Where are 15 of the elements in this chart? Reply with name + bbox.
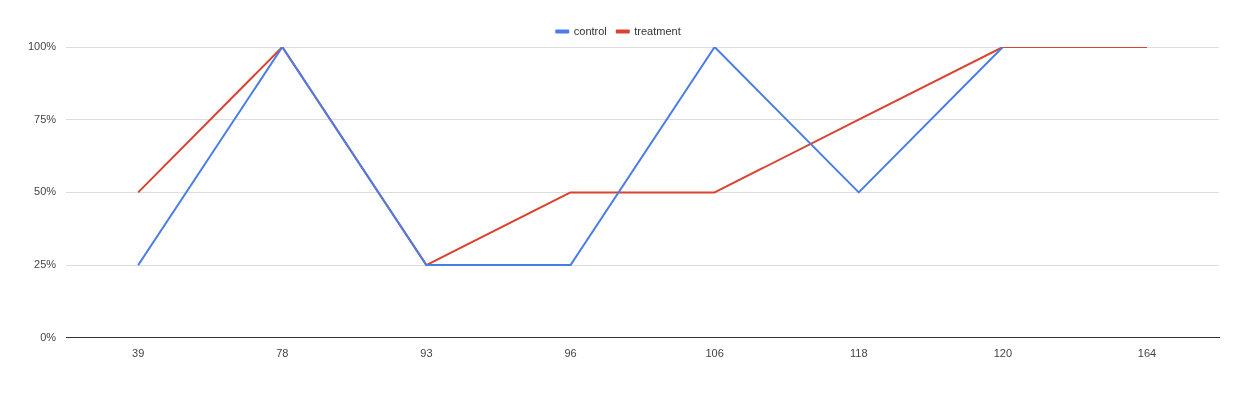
y-tick-label: 25%: [34, 258, 57, 271]
legend-label: treatment: [634, 24, 681, 37]
y-tick-label: 75%: [34, 112, 57, 125]
x-tick-label: 120: [993, 347, 1013, 360]
y-tick-label: 0%: [40, 330, 57, 343]
x-tick-label: 96: [564, 347, 577, 360]
legend-label: control: [573, 24, 607, 37]
x-tick-label: 118: [849, 347, 868, 360]
x-tick-label: 164: [1137, 347, 1157, 360]
x-tick-label: 93: [420, 347, 433, 360]
x-tick-label: 78: [276, 347, 289, 360]
x-tick-label: 106: [705, 347, 724, 360]
y-tick-label: 100%: [27, 40, 57, 53]
x-tick-label: 39: [132, 347, 145, 360]
y-tick-label: 50%: [34, 185, 57, 198]
